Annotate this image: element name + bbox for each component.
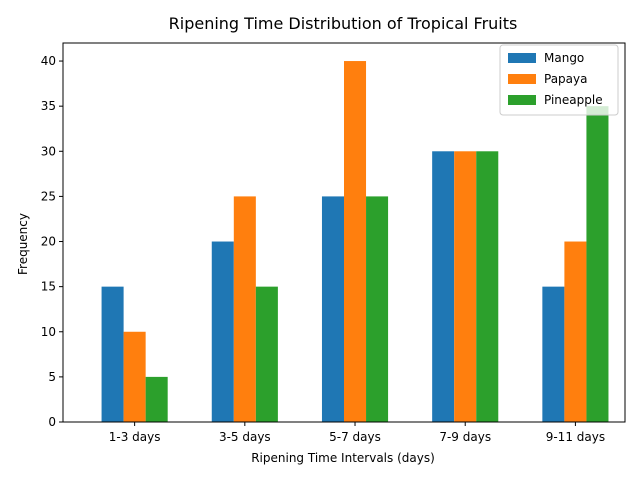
- bar-pineapple-3: [476, 151, 499, 423]
- bar-mango-0: [101, 286, 124, 422]
- bar-mango-4: [542, 286, 565, 422]
- legend-swatch-papaya: [508, 74, 536, 84]
- y-tick-label: 30: [41, 144, 56, 158]
- bar-papaya-0: [123, 331, 146, 422]
- y-tick-label: 35: [41, 99, 56, 113]
- chart-title: Ripening Time Distribution of Tropical F…: [169, 14, 518, 33]
- y-tick-label: 0: [48, 415, 56, 429]
- bar-papaya-4: [564, 241, 587, 422]
- legend-label-papaya: Papaya: [544, 72, 587, 86]
- legend-label-pineapple: Pineapple: [544, 93, 603, 107]
- x-tick-label: 7-9 days: [439, 430, 491, 444]
- y-tick-label: 25: [41, 189, 56, 203]
- plot-frame: [62, 42, 626, 423]
- x-tick-label: 1-3 days: [109, 430, 161, 444]
- legend-swatch-mango: [508, 53, 536, 63]
- x-tick-label: 9-11 days: [546, 430, 605, 444]
- x-tick-label: 3-5 days: [219, 430, 271, 444]
- bar-mango-1: [211, 241, 234, 422]
- y-tick-label: 5: [48, 370, 56, 384]
- y-tick-label: 40: [41, 54, 56, 68]
- legend: Mango Papaya Pineapple: [499, 44, 619, 116]
- y-tick-label: 20: [41, 235, 56, 249]
- bar-papaya-3: [454, 151, 477, 423]
- x-axis-label: Ripening Time Intervals (days): [251, 451, 435, 465]
- bar-papaya-1: [233, 196, 256, 422]
- bar-pineapple-4: [586, 106, 609, 423]
- legend-swatch-pineapple: [508, 95, 536, 105]
- bar-mango-2: [321, 196, 344, 422]
- bar-papaya-2: [344, 61, 367, 423]
- legend-label-mango: Mango: [544, 51, 584, 65]
- x-tick-label: 5-7 days: [329, 430, 381, 444]
- y-tick-label: 15: [41, 280, 56, 294]
- bar-pineapple-1: [255, 286, 278, 422]
- axes-group: 0 5 10 15 20 25 30 35 40 1-3 days 3-5 days 5-7 days…: [41, 42, 626, 444]
- bars-group: [101, 61, 609, 423]
- bar-pineapple-0: [145, 376, 168, 422]
- y-tick-label: 10: [41, 325, 56, 339]
- bar-mango-3: [432, 151, 455, 423]
- y-axis-label: Frequency: [16, 213, 30, 275]
- bar-pineapple-2: [366, 196, 389, 422]
